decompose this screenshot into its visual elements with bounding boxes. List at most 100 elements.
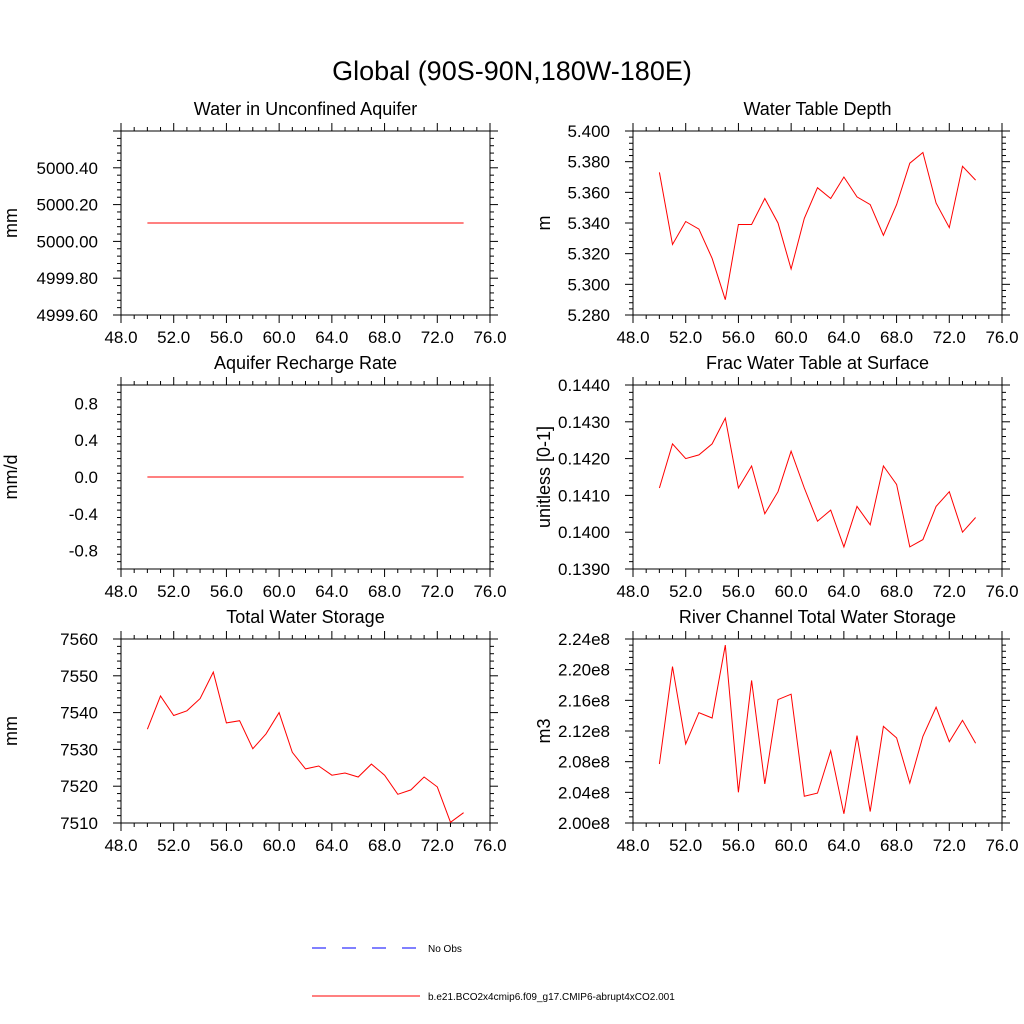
x-tick-label: 52.0 [157, 328, 190, 347]
panel-title: Total Water Storage [226, 607, 384, 627]
panel-title: Aquifer Recharge Rate [214, 353, 397, 373]
y-tick-label: 5.360 [567, 183, 610, 202]
y-tick-label: 0.1410 [558, 486, 610, 505]
x-tick-label: 72.0 [421, 328, 454, 347]
y-axis-label: m [534, 216, 554, 231]
panel-title: Frac Water Table at Surface [706, 353, 929, 373]
panel-title: Water Table Depth [743, 99, 891, 119]
x-tick-label: 64.0 [827, 328, 860, 347]
x-tick-label: 60.0 [775, 582, 808, 601]
x-tick-label: 48.0 [104, 836, 137, 855]
y-tick-label: 0.8 [74, 394, 98, 413]
series-line [658, 645, 977, 814]
y-tick-label: -0.4 [69, 505, 98, 524]
x-tick-label: 72.0 [421, 836, 454, 855]
chart-panels: 48.0 52.0 56.0 60.0 64.0 68.0 72.0 76.0 4999.60 4… [1, 99, 1019, 855]
x-tick-label: 72.0 [933, 836, 966, 855]
x-tick-label: 76.0 [473, 582, 506, 601]
x-tick-label: 52.0 [157, 582, 190, 601]
y-axis-label: unitless [0-1] [534, 426, 554, 528]
x-tick-label: 72.0 [421, 582, 454, 601]
plot-frame [120, 638, 491, 824]
x-tick-label: 76.0 [985, 582, 1018, 601]
plot-frame [632, 638, 1003, 824]
x-tick-label: 48.0 [616, 836, 649, 855]
x-tick-label: 76.0 [473, 836, 506, 855]
y-tick-label: 7520 [60, 777, 98, 796]
y-tick-label: 4999.60 [37, 306, 98, 325]
chart-panel-6: 48.0 52.0 56.0 60.0 64.0 68.0 72.0 76.0 2.00e8 2.… [534, 607, 1019, 855]
y-tick-label: 5.380 [567, 153, 610, 172]
plot-frame [632, 384, 1003, 570]
x-tick-label: 60.0 [263, 836, 296, 855]
y-tick-label: 0.0 [74, 468, 98, 487]
x-tick-label: 72.0 [933, 582, 966, 601]
x-tick-label: 48.0 [104, 582, 137, 601]
y-tick-label: 0.1400 [558, 523, 610, 542]
panel-title: Water in Unconfined Aquifer [194, 99, 417, 119]
y-axis-label: mm [1, 716, 21, 746]
x-tick-label: 64.0 [315, 582, 348, 601]
y-tick-label: 2.24e8 [558, 630, 610, 649]
x-tick-label: 64.0 [827, 582, 860, 601]
panel-title: River Channel Total Water Storage [679, 607, 956, 627]
legend-model-label: b.e21.BCO2x4cmip6.f09_g17.CMIP6-abrupt4x… [428, 992, 675, 1003]
y-tick-label: 0.1430 [558, 413, 610, 432]
x-tick-label: 60.0 [263, 328, 296, 347]
x-tick-label: 60.0 [775, 328, 808, 347]
y-tick-label: 2.08e8 [558, 753, 610, 772]
x-tick-label: 64.0 [315, 328, 348, 347]
legend-obs-label: No Obs [428, 944, 462, 955]
y-tick-label: 2.16e8 [558, 691, 610, 710]
chart-panel-1: 48.0 52.0 56.0 60.0 64.0 68.0 72.0 76.0 4999.60 4… [1, 99, 507, 347]
y-tick-label: 5000.40 [37, 159, 98, 178]
y-tick-label: 2.04e8 [558, 783, 610, 802]
x-tick-label: 68.0 [880, 328, 913, 347]
x-tick-label: 56.0 [722, 328, 755, 347]
y-tick-label: 5000.20 [37, 196, 98, 215]
y-tick-label: 0.1390 [558, 560, 610, 579]
y-axis-label: m3 [534, 718, 554, 743]
x-tick-label: 68.0 [368, 328, 401, 347]
chart-panel-5: 48.0 52.0 56.0 60.0 64.0 68.0 72.0 76.0 7510 7520… [1, 607, 507, 855]
chart-panel-4: 48.0 52.0 56.0 60.0 64.0 68.0 72.0 76.0 0.1390 0.… [534, 353, 1019, 601]
x-tick-label: 72.0 [933, 328, 966, 347]
x-tick-label: 48.0 [616, 328, 649, 347]
y-tick-label: 0.4 [74, 431, 98, 450]
y-tick-label: 7510 [60, 814, 98, 833]
x-tick-label: 56.0 [210, 582, 243, 601]
x-tick-label: 56.0 [722, 582, 755, 601]
y-tick-label: 5.400 [567, 122, 610, 141]
series-line [658, 416, 976, 549]
y-tick-label: 2.00e8 [558, 814, 610, 833]
y-tick-label: 5000.00 [37, 232, 98, 251]
y-axis-label: mm [1, 208, 21, 238]
y-tick-label: 7550 [60, 667, 98, 686]
x-tick-label: 68.0 [368, 582, 401, 601]
series-line [146, 670, 464, 824]
chart-panel-2: 48.0 52.0 56.0 60.0 64.0 68.0 72.0 76.0 5.280 5.3… [534, 99, 1019, 347]
y-tick-label: 2.20e8 [558, 661, 610, 680]
x-tick-label: 68.0 [368, 836, 401, 855]
x-tick-label: 48.0 [616, 582, 649, 601]
y-tick-label: 5.300 [567, 275, 610, 294]
y-tick-label: 0.1440 [558, 376, 610, 395]
legend: No Obs b.e21.BCO2x4cmip6.f09_g17.CMIP6-a… [312, 944, 675, 1003]
series-line [658, 151, 976, 300]
x-tick-label: 56.0 [210, 328, 243, 347]
chart-panel-3: 48.0 52.0 56.0 60.0 64.0 68.0 72.0 76.0 -0.8 -0.4… [1, 353, 507, 601]
y-tick-label: 7560 [60, 630, 98, 649]
x-tick-label: 56.0 [722, 836, 755, 855]
y-tick-label: 2.12e8 [558, 722, 610, 741]
y-tick-label: -0.8 [69, 542, 98, 561]
x-tick-label: 52.0 [157, 836, 190, 855]
y-tick-label: 4999.80 [37, 269, 98, 288]
x-tick-label: 60.0 [263, 582, 296, 601]
x-tick-label: 64.0 [827, 836, 860, 855]
x-tick-label: 76.0 [985, 328, 1018, 347]
x-tick-label: 52.0 [669, 836, 702, 855]
y-tick-label: 0.1420 [558, 450, 610, 469]
y-axis-label: mm/d [1, 455, 21, 500]
y-tick-label: 7530 [60, 740, 98, 759]
